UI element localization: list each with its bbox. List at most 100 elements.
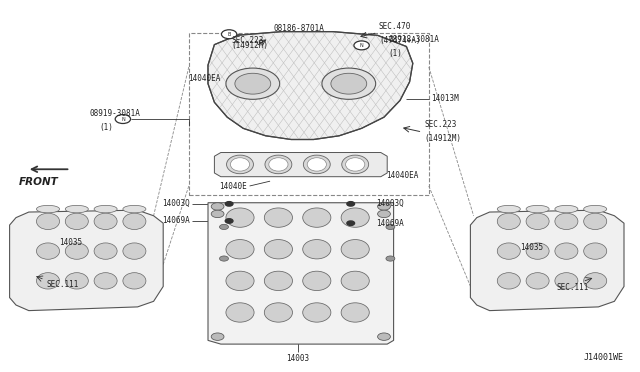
Text: 14040EA: 14040EA: [188, 74, 220, 83]
Circle shape: [211, 333, 224, 340]
Polygon shape: [470, 210, 624, 311]
Text: FRONT: FRONT: [19, 177, 58, 187]
Ellipse shape: [264, 240, 292, 259]
Circle shape: [220, 256, 228, 261]
Ellipse shape: [497, 205, 520, 213]
Ellipse shape: [94, 243, 117, 259]
Ellipse shape: [526, 243, 549, 259]
Text: J14001WE: J14001WE: [584, 353, 624, 362]
Ellipse shape: [555, 205, 578, 213]
Circle shape: [211, 203, 224, 210]
Ellipse shape: [346, 158, 365, 171]
Ellipse shape: [303, 240, 331, 259]
Polygon shape: [214, 153, 387, 177]
Text: SEC.223: SEC.223: [424, 120, 457, 129]
Ellipse shape: [555, 243, 578, 259]
Ellipse shape: [226, 240, 254, 259]
Ellipse shape: [94, 205, 117, 213]
Text: 08918-3081A: 08918-3081A: [388, 35, 439, 44]
Ellipse shape: [226, 208, 254, 227]
Ellipse shape: [269, 158, 288, 171]
Polygon shape: [208, 32, 413, 140]
Polygon shape: [208, 203, 394, 344]
Ellipse shape: [123, 243, 146, 259]
Text: 14040EA: 14040EA: [386, 171, 419, 180]
Ellipse shape: [264, 271, 292, 291]
Text: (14912M): (14912M): [232, 41, 269, 50]
Ellipse shape: [303, 271, 331, 291]
Ellipse shape: [497, 243, 520, 259]
Text: SEC.223: SEC.223: [232, 36, 264, 45]
Ellipse shape: [36, 273, 60, 289]
Ellipse shape: [226, 303, 254, 322]
Ellipse shape: [265, 155, 292, 174]
Text: 14003: 14003: [286, 354, 309, 363]
Ellipse shape: [341, 303, 369, 322]
Ellipse shape: [123, 213, 146, 230]
Text: (1): (1): [99, 123, 113, 132]
Ellipse shape: [36, 205, 60, 213]
Text: SEC.111: SEC.111: [557, 283, 589, 292]
Ellipse shape: [65, 243, 88, 259]
Text: 08919-3081A: 08919-3081A: [90, 109, 140, 118]
Ellipse shape: [264, 208, 292, 227]
Ellipse shape: [526, 205, 549, 213]
Polygon shape: [10, 210, 163, 311]
Ellipse shape: [584, 205, 607, 213]
Ellipse shape: [341, 208, 369, 227]
Ellipse shape: [497, 273, 520, 289]
Circle shape: [226, 68, 280, 99]
Text: N: N: [121, 116, 125, 122]
Text: 14069A: 14069A: [162, 217, 189, 225]
Circle shape: [378, 210, 390, 218]
Circle shape: [322, 68, 376, 99]
Circle shape: [331, 73, 367, 94]
Ellipse shape: [303, 208, 331, 227]
Circle shape: [378, 333, 390, 340]
Circle shape: [347, 221, 355, 225]
Circle shape: [378, 203, 390, 210]
Ellipse shape: [94, 273, 117, 289]
Ellipse shape: [303, 303, 331, 322]
Ellipse shape: [341, 271, 369, 291]
Ellipse shape: [497, 213, 520, 230]
Circle shape: [386, 256, 395, 261]
Circle shape: [221, 30, 237, 39]
Ellipse shape: [123, 273, 146, 289]
Ellipse shape: [341, 240, 369, 259]
Ellipse shape: [584, 273, 607, 289]
Ellipse shape: [65, 205, 88, 213]
Ellipse shape: [584, 243, 607, 259]
Circle shape: [220, 224, 228, 230]
Circle shape: [211, 210, 224, 218]
Text: (14912M): (14912M): [424, 134, 461, 142]
Circle shape: [225, 219, 233, 223]
Text: SEC.111: SEC.111: [47, 280, 79, 289]
Text: 14040E: 14040E: [220, 182, 247, 191]
Ellipse shape: [36, 213, 60, 230]
Ellipse shape: [526, 213, 549, 230]
Text: 14035: 14035: [59, 238, 82, 247]
Circle shape: [225, 202, 233, 206]
Ellipse shape: [555, 273, 578, 289]
Ellipse shape: [227, 155, 253, 174]
Text: 08186-8701A: 08186-8701A: [274, 24, 324, 33]
Ellipse shape: [555, 213, 578, 230]
Circle shape: [347, 202, 355, 206]
Circle shape: [354, 41, 369, 50]
Bar: [189, 33, 429, 195]
Text: B: B: [227, 32, 231, 37]
Ellipse shape: [307, 158, 326, 171]
Text: 14003Q: 14003Q: [162, 199, 189, 208]
Text: 14035: 14035: [520, 243, 543, 251]
Text: 14013M: 14013M: [431, 94, 458, 103]
Text: (1): (1): [388, 49, 403, 58]
Ellipse shape: [230, 158, 250, 171]
Ellipse shape: [226, 271, 254, 291]
Ellipse shape: [303, 155, 330, 174]
Circle shape: [235, 73, 271, 94]
Text: 14003Q: 14003Q: [376, 199, 404, 208]
Ellipse shape: [526, 273, 549, 289]
Circle shape: [386, 224, 395, 230]
Circle shape: [115, 115, 131, 124]
